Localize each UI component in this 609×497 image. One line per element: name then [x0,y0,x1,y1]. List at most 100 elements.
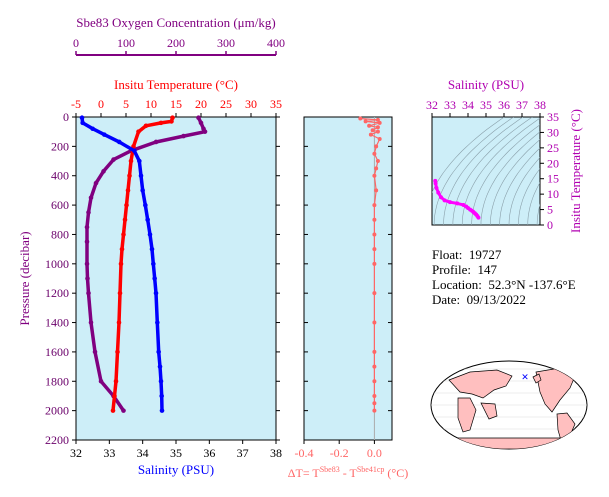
ts-x-tick-label: 34 [462,98,474,112]
delta-t-point [372,320,377,325]
delta-t-point [372,232,377,237]
delta-t-point [372,217,377,222]
oxygen-point [98,378,104,384]
salinity-point [102,132,107,137]
isopycnal-line [452,117,533,225]
salinity-point [90,126,95,132]
ts-point [433,178,438,183]
oxygen-point [121,408,126,413]
isopycnal-line [433,117,514,225]
pressure-tick-label: 200 [51,139,69,153]
delta-t-label-unit: (°C) [384,466,408,480]
salinity-profile-line [80,117,164,411]
pressure-tick-label: 1600 [45,345,69,359]
profile-label: Profile: [432,262,471,277]
delta-t-point [375,159,380,164]
pressure-tick-label: 800 [51,227,69,241]
ts-y-tick-label: 10 [547,187,559,201]
delta-t-axis-label: ΔT= TSbe83 - TSbe41cp (°C) [288,465,408,480]
delta-t-point [370,128,375,133]
delta-t-label-main: ΔT= T [288,466,321,480]
temperature-point [131,144,136,149]
isopycnal-line [432,117,505,194]
pressure-tick-label: 1400 [45,316,69,330]
salinity-point [158,378,164,384]
temperature-point [122,217,128,223]
delta-t-point [372,261,377,266]
salinity-point [140,188,145,193]
date-row: Date: 09/13/2022 [432,292,576,307]
salinity-point [143,202,148,208]
temperature-axis-label: Insitu Temperature (°C) [114,77,238,92]
salinity-point [117,139,122,145]
ts-point [436,190,441,195]
ts-x-tick-label: 35 [480,98,492,112]
oxygen-point [92,349,98,355]
oxygen-point [84,261,90,267]
salinity-point [153,290,159,296]
temperature-point [115,349,120,355]
temperature-point [117,290,123,296]
delta-t-point [372,364,377,369]
oxygen-point [86,290,91,296]
salinity-point [138,173,144,179]
ts-y-tick-label: 20 [547,156,559,170]
delta-t-point [377,137,382,142]
salinity-tick-label: 36 [203,446,215,460]
ts-point [434,185,439,190]
oxygen-tick-label: 100 [117,36,135,50]
pressure-tick-label: 1200 [45,286,69,300]
salinity-point [157,364,163,369]
oxygen-tick-label: 200 [167,36,185,50]
delta-t-point [358,116,363,121]
float-value: 19727 [468,247,502,262]
salinity-point [145,217,150,223]
ts-point [455,201,460,206]
oxygen-point [84,224,90,230]
location-value: 52.3°N -137.6°E [488,277,576,292]
world-map: ✕ [430,360,588,450]
temperature-point [143,123,149,129]
delta-t-point [372,393,377,398]
isopycnal-line [508,157,540,225]
salinity-point [152,276,157,281]
pressure-tick-label: 2200 [45,433,69,447]
ts-x-tick-label: 37 [516,98,528,112]
temperature-tick-label: 0 [98,97,104,111]
float-row: Float: 19727 [432,247,576,262]
profile-plot: 0200400600800100012001400160018002000220… [17,15,285,477]
salinity-point [79,115,85,121]
ts-y-tick-label: 35 [547,110,559,124]
delta-t-point [368,132,373,137]
oxygen-tick-label: 300 [217,36,235,50]
isopycnal-line [499,147,540,225]
oxygen-point [88,195,94,201]
isopycnal-line [480,131,540,225]
pressure-tick-label: 600 [51,198,69,212]
isopycnal-line [527,182,540,225]
temperature-tick-label: 30 [245,97,257,111]
salinity-point [156,349,161,355]
salinity-tick-label: 34 [137,446,149,460]
temperature-point [127,173,132,179]
ts-y-tick-label: 0 [547,218,553,232]
float-location-marker: ✕ [521,372,529,382]
salinity-tick-label: 32 [70,446,82,460]
delta-t-x-tick-label: -0.4 [295,446,314,460]
date-label: Date: [432,292,461,307]
salinity-point [137,158,142,164]
temperature-point [169,119,174,124]
oxygen-point [88,320,94,325]
profile-row: Profile: 147 [432,262,576,277]
temperature-point [125,188,131,193]
pressure-tick-label: 1800 [45,374,69,388]
temperature-point [121,232,126,237]
temperature-tick-label: 15 [170,97,182,111]
temperature-point [136,129,141,134]
delta-t-point [374,144,379,149]
delta-t-point [375,117,380,122]
delta-t-point [375,129,380,134]
profile-value: 147 [477,262,498,277]
